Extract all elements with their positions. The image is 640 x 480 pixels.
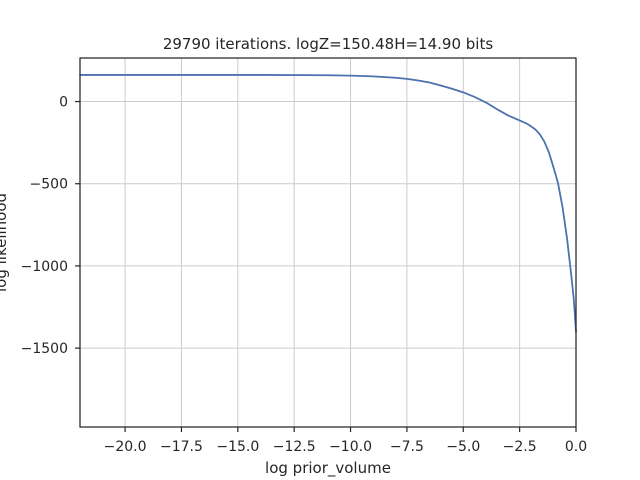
series-line [79, 74, 577, 333]
x-tick-label: −7.5 [390, 439, 424, 455]
y-axis-label: log likelihood [0, 193, 10, 292]
y-tick-label: −1000 [21, 259, 68, 275]
x-tick-label: −15.0 [216, 439, 259, 455]
x-tick-label: −12.5 [273, 439, 316, 455]
x-tick-label: −17.5 [160, 439, 203, 455]
plot-frame [79, 57, 577, 428]
x-tick-label: 0.0 [565, 439, 587, 455]
x-tick-label: −2.5 [503, 439, 537, 455]
grid-lines [80, 58, 577, 427]
y-tick-label: 0 [59, 95, 68, 111]
x-axis-ticks: −20.0 −17.5 −15.0 −12.5 −10.0 −7.5 −5.0 −2.5 0.0 [104, 427, 587, 455]
y-tick-label: −500 [30, 177, 68, 193]
chart-title: 29790 iterations. logZ=150.48H=14.90 bit… [163, 35, 494, 53]
y-tick-label: −1500 [21, 341, 68, 357]
x-tick-label: −20.0 [104, 439, 147, 455]
x-tick-label: −5.0 [446, 439, 480, 455]
x-axis-label: log prior_volume [265, 459, 391, 478]
y-axis-ticks: 0 −500 −1000 −1500 [21, 95, 80, 357]
x-tick-label: −10.0 [329, 439, 372, 455]
